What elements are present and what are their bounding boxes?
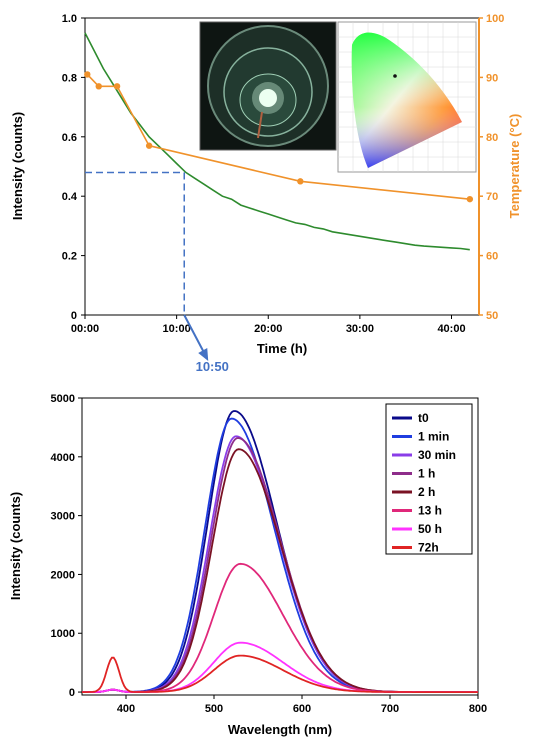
top-chart: 00:00 10:00 20:00 30:00 40:00 0 0.2 0.4 0.6 0.8 1… bbox=[10, 13, 522, 374]
top-y-tick-label: 0.6 bbox=[62, 132, 77, 144]
bottom-x-axis-label: Wavelength (nm) bbox=[228, 722, 332, 737]
half-life-arrow bbox=[183, 314, 206, 354]
bottom-y-tick-label: 5000 bbox=[51, 393, 75, 405]
top-x-tick-label: 20:00 bbox=[254, 323, 282, 335]
led-photo-inset bbox=[199, 21, 337, 151]
bottom-x-tick-label: 700 bbox=[381, 703, 399, 715]
spectrum-line bbox=[82, 654, 478, 693]
bottom-chart: 400 500 600 700 800 0 1000 2000 3000 4000 5000 t0… bbox=[8, 393, 487, 737]
spectrum-line bbox=[82, 562, 478, 693]
top-x-axis-label: Time (h) bbox=[257, 341, 307, 356]
top-y2-tick-label: 80 bbox=[486, 132, 498, 144]
bottom-y-axis-label: Intensity (counts) bbox=[8, 492, 23, 600]
bottom-y-tick-label: 0 bbox=[69, 687, 75, 699]
temperature-point bbox=[466, 195, 474, 203]
legend-label: 72h bbox=[418, 541, 439, 555]
legend-label: 2 h bbox=[418, 485, 435, 499]
half-life-annotation: 10:50 bbox=[85, 171, 229, 374]
top-y2-ticks: 50 60 70 80 90 100 bbox=[479, 13, 504, 322]
legend-label: 1 h bbox=[418, 467, 435, 481]
top-y-axis-label: Intensity (counts) bbox=[10, 112, 25, 220]
top-y-tick-label: 0.2 bbox=[62, 251, 77, 263]
bottom-x-tick-label: 500 bbox=[205, 703, 223, 715]
legend: t0 1 min 30 min 1 h 2 h 13 h 50 h 72h bbox=[385, 403, 473, 555]
temperature-point bbox=[113, 83, 121, 90]
bottom-y-ticks: 0 1000 2000 3000 4000 5000 bbox=[51, 393, 82, 699]
top-y2-tick-label: 50 bbox=[486, 310, 498, 322]
legend-label: 30 min bbox=[418, 448, 456, 462]
temperature-point bbox=[84, 71, 91, 78]
spectrum-line bbox=[82, 641, 478, 693]
temperature-point bbox=[145, 142, 153, 149]
top-x-ticks: 00:00 10:00 20:00 30:00 40:00 bbox=[71, 315, 466, 335]
top-y-tick-label: 0.4 bbox=[62, 191, 78, 203]
top-y-tick-label: 0.8 bbox=[62, 72, 77, 84]
bottom-x-tick-label: 400 bbox=[117, 703, 135, 715]
bottom-x-tick-label: 600 bbox=[293, 703, 311, 715]
top-series-group bbox=[84, 32, 474, 251]
intensity-series-line bbox=[84, 32, 470, 251]
bottom-plot-frame bbox=[81, 397, 479, 696]
top-y2-tick-label: 100 bbox=[486, 13, 504, 25]
legend-label: 13 h bbox=[418, 504, 442, 518]
bottom-y-tick-label: 3000 bbox=[51, 511, 75, 523]
top-y2-axis-label: Temperature (°C) bbox=[507, 114, 522, 219]
legend-label: 1 min bbox=[418, 430, 449, 444]
top-x-tick-label: 00:00 bbox=[71, 323, 99, 335]
temperature-point bbox=[297, 178, 304, 185]
half-life-label: 10:50 bbox=[196, 359, 229, 374]
bottom-y-tick-label: 1000 bbox=[51, 628, 75, 640]
top-x-tick-label: 30:00 bbox=[346, 323, 374, 335]
top-y2-tick-label: 70 bbox=[486, 191, 498, 203]
top-x-tick-label: 10:00 bbox=[163, 323, 191, 335]
half-life-arrowhead bbox=[198, 348, 209, 361]
top-y2-tick-label: 60 bbox=[486, 251, 498, 263]
top-y-tick-label: 0 bbox=[71, 310, 77, 322]
top-y-ticks: 0 0.2 0.4 0.6 0.8 1.0 bbox=[62, 13, 85, 322]
legend-label: 50 h bbox=[418, 522, 442, 536]
bottom-x-ticks: 400 500 600 700 800 bbox=[117, 695, 487, 715]
cie-diagram-inset bbox=[337, 21, 477, 173]
top-x-tick-label: 40:00 bbox=[437, 323, 465, 335]
top-y-tick-label: 1.0 bbox=[62, 13, 77, 25]
temperature-point bbox=[95, 83, 102, 90]
bottom-x-tick-label: 800 bbox=[469, 703, 487, 715]
bottom-series-group bbox=[82, 410, 478, 693]
top-y2-tick-label: 90 bbox=[486, 72, 498, 84]
bottom-y-tick-label: 2000 bbox=[51, 569, 75, 581]
bottom-y-tick-label: 4000 bbox=[51, 452, 75, 464]
legend-label: t0 bbox=[418, 411, 429, 425]
